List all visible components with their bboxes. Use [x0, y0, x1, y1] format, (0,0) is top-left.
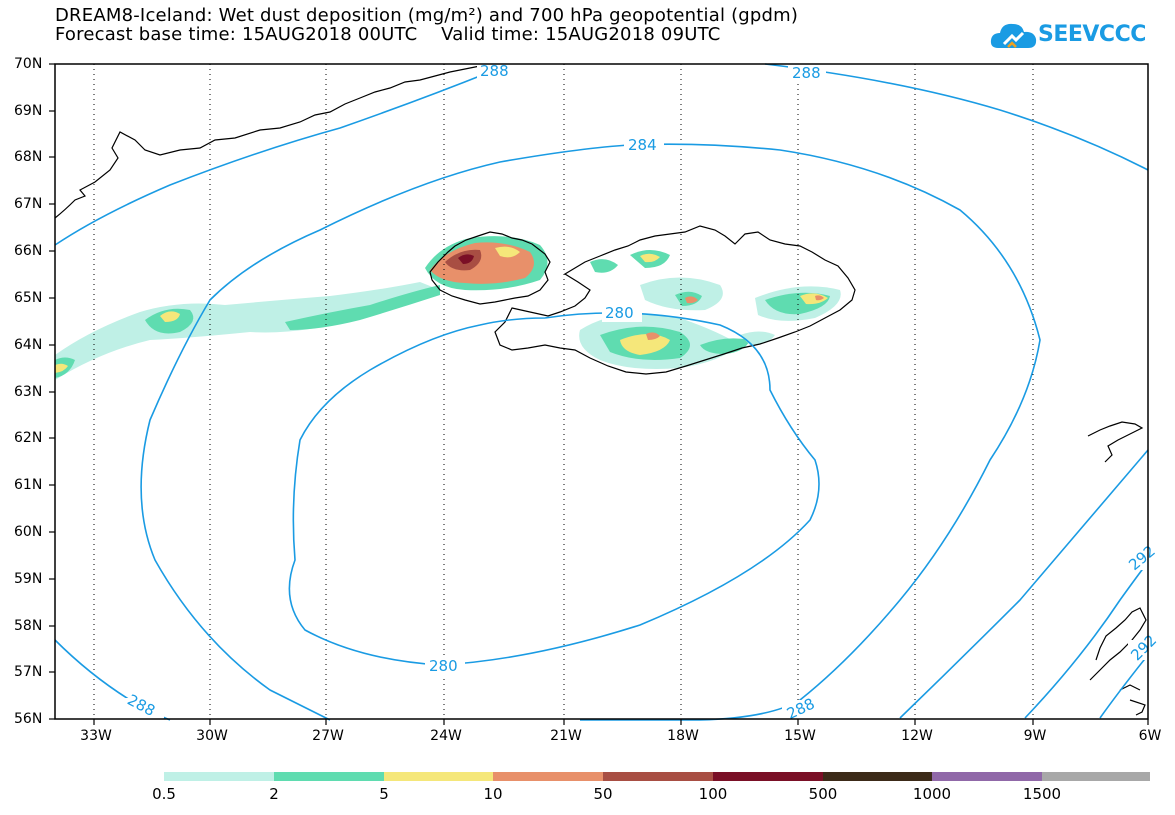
lon-label: 12W	[901, 728, 933, 744]
contour-292b	[1099, 654, 1149, 719]
lat-label: 70N	[14, 56, 43, 72]
contour-292	[1024, 561, 1149, 719]
lon-label: 27W	[312, 728, 344, 744]
colorbar-swatch	[603, 772, 713, 781]
lon-label: 24W	[430, 728, 462, 744]
colorbar-label: 5	[379, 785, 389, 803]
lat-label: 60N	[14, 524, 43, 540]
greenland-coast	[54, 63, 491, 219]
lat-label: 59N	[14, 571, 43, 587]
colorbar-swatch	[1042, 772, 1150, 781]
graticule	[93, 64, 1034, 719]
axis-ticks	[49, 63, 1149, 725]
map-title: DREAM8-Iceland: Wet dust deposition (mg/…	[55, 5, 799, 26]
contour-288-ne	[764, 63, 1149, 171]
colorbar-label: 50	[593, 785, 613, 803]
colorbar-label: 10	[483, 785, 503, 803]
colorbar-label: 500	[808, 785, 838, 803]
dust-deposition-fill	[55, 236, 841, 380]
colorbar-label: 1500	[1022, 785, 1062, 803]
lat-label: 65N	[14, 290, 43, 306]
contour-label: 280	[429, 657, 458, 675]
geopotential-contours	[54, 63, 1149, 721]
iceland-coast	[429, 231, 551, 305]
lat-label: 67N	[14, 196, 43, 212]
contour-label: 284	[628, 136, 657, 154]
colorbar-label: 1000	[912, 785, 952, 803]
lat-label: 58N	[14, 618, 43, 634]
lat-label: 62N	[14, 430, 43, 446]
contour-284	[140, 143, 1041, 721]
contour-288-nw	[54, 63, 496, 246]
colorbar-label: 2	[269, 785, 279, 803]
colorbar-swatch	[164, 772, 274, 781]
lon-label: 30W	[196, 728, 228, 744]
lat-label: 63N	[14, 384, 43, 400]
colorbar-label: 100	[698, 785, 728, 803]
scotland-coast	[1089, 607, 1147, 716]
lon-label: 33W	[80, 728, 112, 744]
lat-label: 66N	[14, 243, 43, 259]
lon-label: 21W	[550, 728, 582, 744]
contour-288-se	[899, 449, 1149, 719]
lon-label: 6W	[1138, 728, 1162, 744]
colorbar	[164, 772, 1150, 781]
lat-label: 68N	[14, 149, 43, 165]
lat-label: 69N	[14, 103, 43, 119]
dust-plume-west-peak	[160, 311, 180, 322]
lat-label: 57N	[14, 664, 43, 680]
lon-label: 15W	[784, 728, 816, 744]
cloud-logo-icon	[990, 23, 1037, 48]
contour-label: 288	[480, 62, 509, 80]
dust-plume-mid	[285, 285, 440, 330]
contour-280	[288, 312, 820, 666]
lat-label: 61N	[14, 477, 43, 493]
faroe-coast	[1087, 421, 1144, 463]
map-frame	[54, 63, 1149, 720]
colorbar-label: 0.5	[152, 785, 176, 803]
lat-label: 56N	[14, 711, 43, 727]
coastlines	[54, 63, 1147, 716]
lon-label: 18W	[667, 728, 699, 744]
lon-label: 9W	[1023, 728, 1047, 744]
logo-text: SEEVCCC	[1038, 22, 1146, 47]
colorbar-swatch	[823, 772, 932, 781]
map-subtitle: Forecast base time: 15AUG2018 00UTC Vali…	[55, 24, 721, 45]
dust-plume-west	[55, 282, 440, 380]
lat-label: 64N	[14, 337, 43, 353]
contour-label: 288	[792, 64, 821, 82]
colorbar-swatch	[384, 772, 493, 781]
colorbar-swatch	[713, 772, 823, 781]
colorbar-swatch	[274, 772, 384, 781]
colorbar-swatch	[932, 772, 1042, 781]
seevccc-logo: SEEVCCC	[990, 18, 1155, 58]
colorbar-swatch	[493, 772, 603, 781]
contour-label: 280	[605, 304, 634, 322]
